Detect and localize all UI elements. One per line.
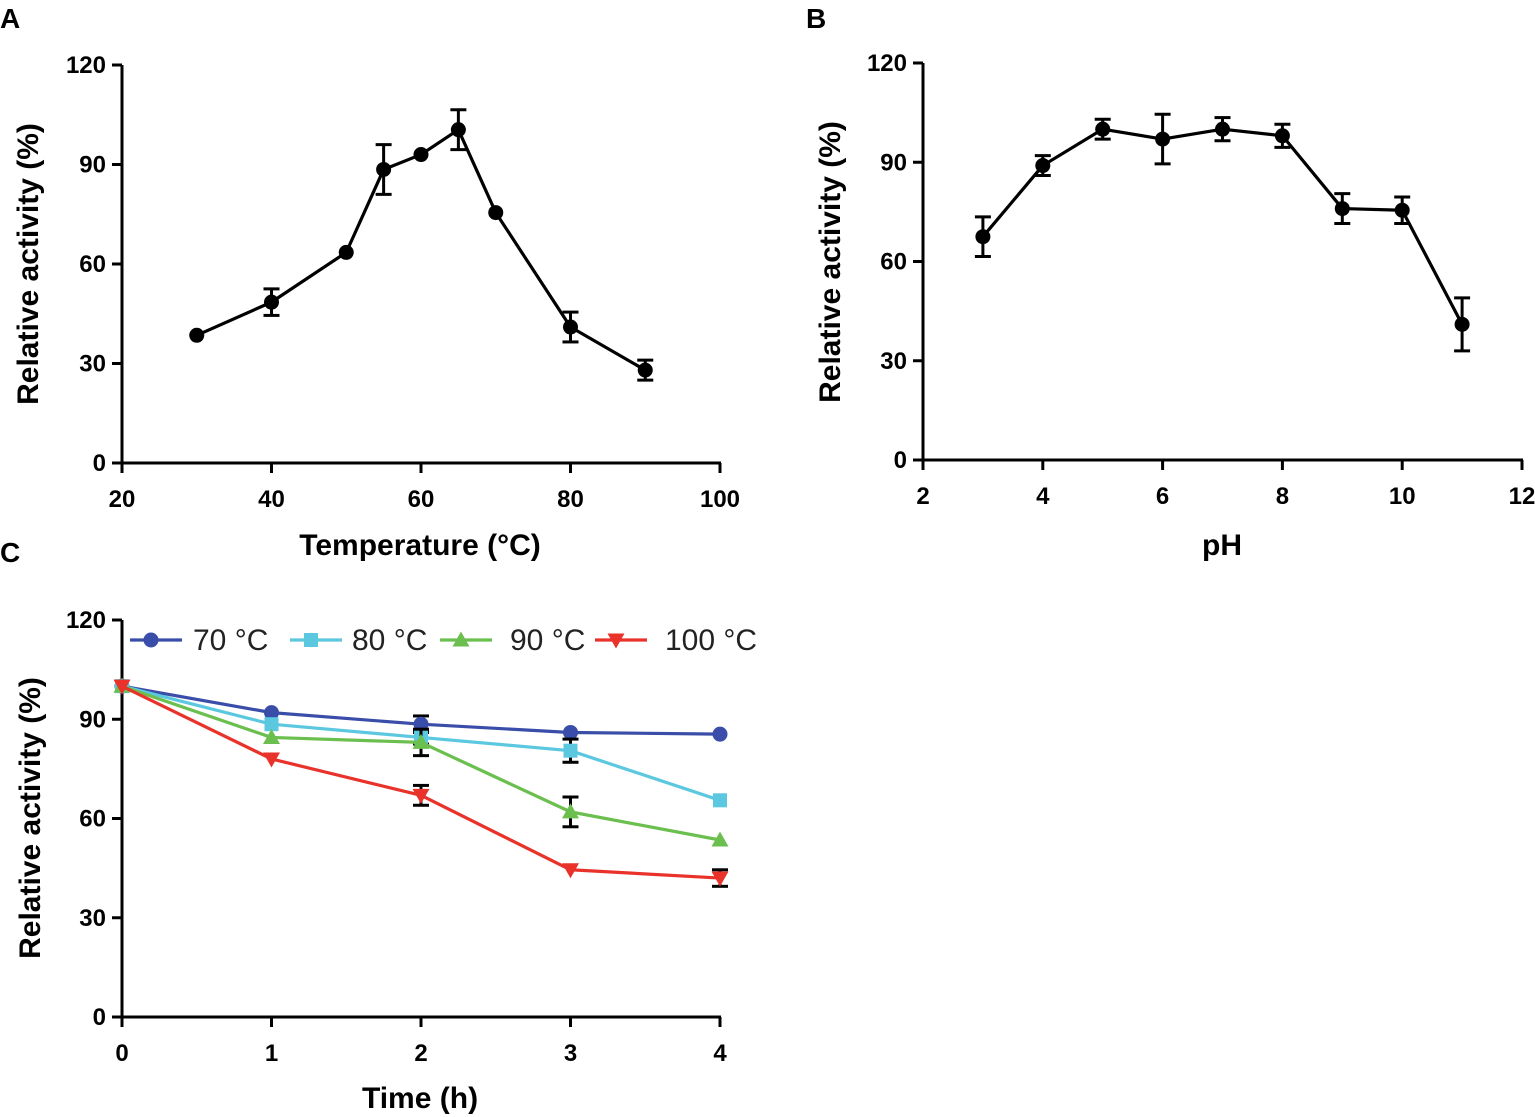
data-point bbox=[338, 244, 354, 260]
chart-panel-a: A 0 30 60 90 120 20 40 60 80 100 Temperature (°C) Re… bbox=[0, 3, 740, 562]
data-point bbox=[263, 752, 280, 768]
legend-label: 90 °C bbox=[510, 624, 585, 657]
y-tick-label: 90 bbox=[79, 706, 106, 733]
data-point bbox=[563, 319, 578, 335]
data-point bbox=[1155, 131, 1171, 147]
data-point bbox=[113, 679, 131, 695]
series-relative-activity bbox=[189, 108, 654, 382]
data-point bbox=[1394, 202, 1410, 218]
data-point bbox=[412, 788, 430, 804]
series-90-c bbox=[113, 677, 729, 847]
data-point bbox=[562, 863, 579, 879]
x-tick-label: 0 bbox=[115, 1040, 128, 1067]
data-point bbox=[263, 728, 280, 744]
data-point bbox=[562, 803, 579, 819]
data-point bbox=[1334, 201, 1350, 217]
y-tick-label: 60 bbox=[79, 806, 106, 833]
x-tick-label: 10 bbox=[1389, 483, 1416, 510]
y-tick-label: 120 bbox=[66, 52, 106, 79]
y-axis-title: Relative activity (%) bbox=[12, 123, 45, 405]
data-point bbox=[711, 871, 729, 887]
x-tick-label: 2 bbox=[414, 1040, 427, 1067]
legend-item: 90 °C bbox=[440, 624, 585, 657]
y-tick-label: 90 bbox=[79, 152, 106, 179]
x-axis-title: Temperature (°C) bbox=[299, 529, 540, 562]
data-point bbox=[413, 147, 429, 163]
legend-item: 70 °C bbox=[130, 624, 268, 657]
data-point bbox=[264, 294, 279, 310]
series-100-c bbox=[113, 679, 729, 888]
data-point bbox=[563, 743, 578, 758]
data-point bbox=[713, 793, 727, 808]
legend-marker bbox=[607, 633, 625, 649]
y-tick-label: 0 bbox=[894, 447, 907, 474]
legend-marker bbox=[304, 633, 318, 647]
data-point bbox=[450, 122, 466, 138]
data-point bbox=[1454, 316, 1470, 332]
data-point bbox=[264, 717, 279, 732]
x-tick-label: 40 bbox=[258, 486, 285, 513]
data-point bbox=[1035, 158, 1051, 174]
data-point bbox=[637, 362, 653, 378]
y-tick-label: 120 bbox=[867, 50, 907, 77]
y-axis-title: Relative activity (%) bbox=[814, 121, 847, 403]
y-tick-label: 30 bbox=[880, 348, 907, 375]
data-point bbox=[711, 831, 729, 847]
series-line bbox=[981, 127, 1464, 326]
legend-marker bbox=[452, 631, 470, 647]
x-tick-label: 12 bbox=[1509, 483, 1535, 510]
data-point bbox=[412, 733, 430, 749]
x-axis-title: pH bbox=[1202, 529, 1242, 562]
panel-label: B bbox=[806, 3, 826, 34]
chart-panel-c: C 0 30 60 90 120 0 1 2 3 4 Time (h) Relative activit… bbox=[0, 537, 757, 1115]
legend-item: 100 °C bbox=[595, 624, 757, 657]
x-tick-label: 2 bbox=[916, 483, 929, 510]
data-point bbox=[189, 327, 205, 343]
y-tick-label: 0 bbox=[93, 1004, 106, 1031]
x-tick-label: 8 bbox=[1276, 483, 1289, 510]
data-point bbox=[1274, 128, 1290, 144]
legend-label: 80 °C bbox=[352, 624, 427, 657]
panel-label: A bbox=[0, 3, 20, 34]
x-axis-title: Time (h) bbox=[362, 1082, 478, 1115]
data-point bbox=[488, 205, 504, 221]
x-tick-label: 1 bbox=[265, 1040, 278, 1067]
x-tick-label: 3 bbox=[564, 1040, 577, 1067]
legend-label: 100 °C bbox=[665, 624, 757, 657]
series-line bbox=[196, 128, 647, 372]
chart-panel-b: B 0 30 60 90 120 2 4 6 8 10 12 pH Relative activity (… bbox=[806, 3, 1535, 562]
y-tick-label: 120 bbox=[66, 607, 106, 634]
data-point bbox=[264, 705, 279, 721]
y-tick-label: 90 bbox=[880, 149, 907, 176]
x-tick-label: 20 bbox=[109, 486, 136, 513]
y-tick-label: 30 bbox=[79, 351, 106, 378]
y-tick-label: 60 bbox=[79, 251, 106, 278]
y-tick-label: 0 bbox=[93, 450, 106, 477]
x-tick-label: 80 bbox=[557, 486, 584, 513]
data-point bbox=[563, 724, 578, 740]
series-relative-activity bbox=[974, 112, 1471, 353]
x-tick-label: 4 bbox=[713, 1040, 727, 1067]
y-axis-title: Relative activity (%) bbox=[14, 677, 47, 959]
x-tick-label: 6 bbox=[1156, 483, 1169, 510]
data-point bbox=[712, 726, 728, 742]
y-tick-label: 30 bbox=[79, 905, 106, 932]
legend-label: 70 °C bbox=[193, 624, 268, 657]
data-point bbox=[975, 229, 991, 245]
panel-label: C bbox=[0, 537, 20, 568]
x-tick-label: 100 bbox=[700, 486, 740, 513]
data-point bbox=[376, 161, 392, 177]
y-tick-label: 60 bbox=[880, 249, 907, 276]
data-point bbox=[1095, 121, 1111, 137]
x-tick-label: 4 bbox=[1036, 483, 1050, 510]
x-tick-label: 60 bbox=[408, 486, 435, 513]
legend-marker bbox=[143, 632, 159, 648]
data-point bbox=[1215, 121, 1230, 137]
legend-item: 80 °C bbox=[290, 624, 427, 657]
legend: 70 °C 80 °C 90 °C 100 °C bbox=[130, 624, 757, 657]
